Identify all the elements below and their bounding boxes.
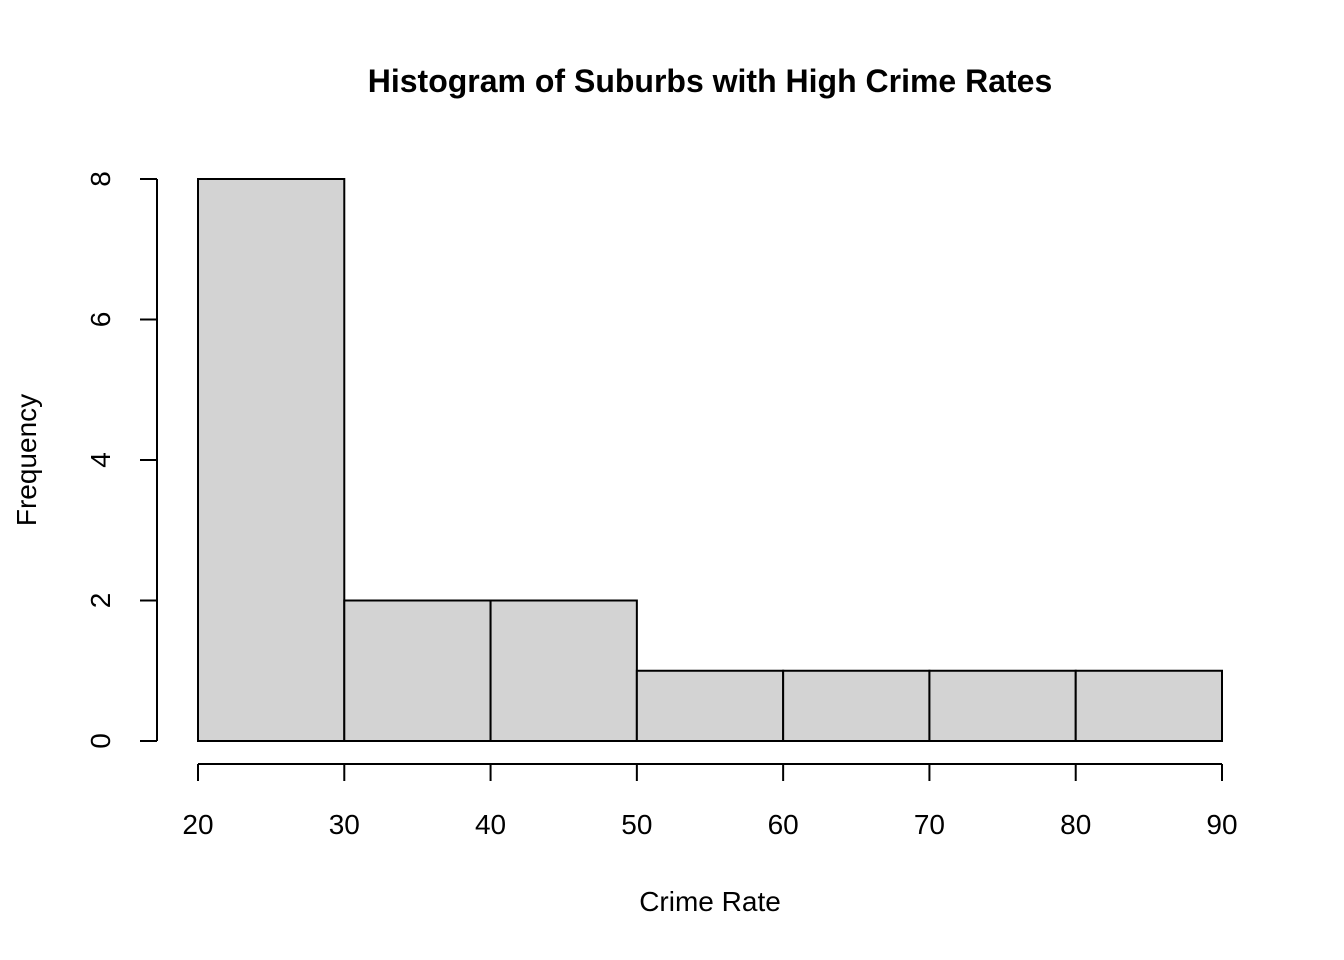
x-tick-label: 70 [914, 809, 945, 840]
y-tick-label: 2 [85, 593, 116, 609]
x-axis: 20 30 40 50 60 70 80 90 [182, 763, 1238, 840]
x-axis-label: Crime Rate [639, 886, 781, 917]
histogram-bar-5 [928, 669, 1077, 742]
x-tick-label: 90 [1206, 809, 1237, 840]
histogram-bar-0 [197, 178, 346, 742]
y-axis: 0 2 4 6 8 [85, 171, 158, 749]
histogram-bar-2 [489, 599, 638, 742]
chart-title: Histogram of Suburbs with High Crime Rat… [368, 63, 1053, 99]
x-tick-label: 60 [768, 809, 799, 840]
y-axis-label: Frequency [11, 394, 42, 526]
histogram-bar-3 [635, 669, 785, 742]
y-tick-label: 4 [85, 452, 116, 468]
x-tick-label: 20 [182, 809, 213, 840]
y-tick-label: 8 [85, 171, 116, 187]
x-tick-label: 40 [475, 809, 506, 840]
x-tick-label: 30 [329, 809, 360, 840]
y-tick-label: 6 [85, 312, 116, 328]
y-tick-label: 0 [85, 733, 116, 749]
x-tick-label: 80 [1060, 809, 1091, 840]
x-tick-label: 50 [621, 809, 652, 840]
histogram-bar-1 [343, 599, 492, 742]
histogram-bar-6 [1074, 669, 1223, 742]
bars-group [197, 178, 1223, 742]
histogram-bar-4 [782, 669, 931, 742]
